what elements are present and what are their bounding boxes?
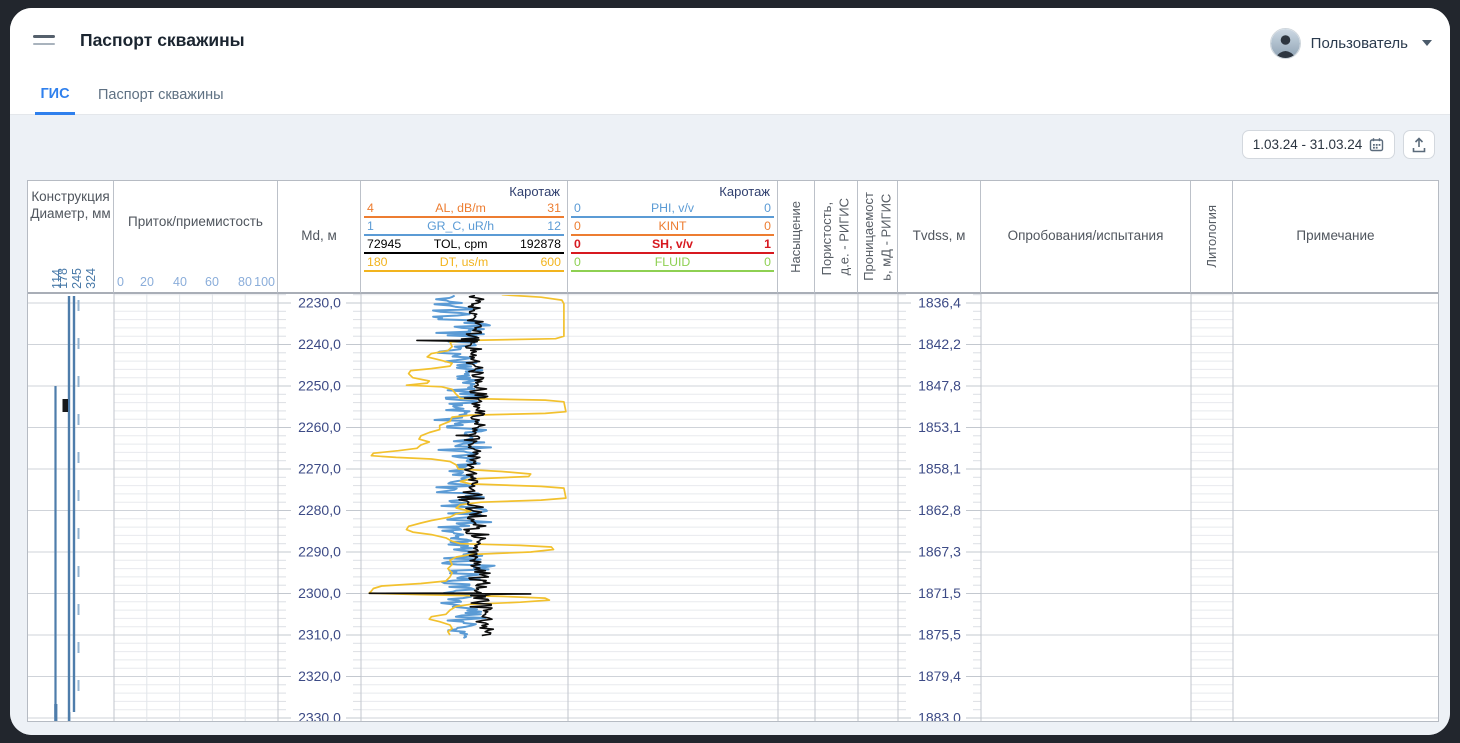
header-poristost-line2: д.е. - РИГИС bbox=[836, 198, 854, 275]
packer-marker bbox=[63, 399, 69, 412]
user-name: Пользователь bbox=[1311, 35, 1408, 52]
tvdss-depth-label: 1879,4 bbox=[918, 668, 961, 684]
header-log-track-1: Каротаж 4AL, dB/m31 1GR_C, uR/h12 72945T… bbox=[361, 181, 568, 294]
diameter-label: 324 bbox=[84, 268, 98, 289]
legend-row-sh: 0SH, v/v1 bbox=[571, 237, 774, 254]
tab-gis-label: ГИС bbox=[40, 86, 69, 102]
page-title: Паспорт скважины bbox=[80, 30, 245, 51]
date-range-picker[interactable]: 1.03.24 - 31.03.24 bbox=[1242, 130, 1395, 159]
date-range-value: 1.03.24 - 31.03.24 bbox=[1253, 137, 1363, 152]
menu-icon[interactable] bbox=[33, 35, 55, 49]
header-poristost: Пористость, д.е. - РИГИС bbox=[815, 181, 858, 294]
well-construction bbox=[54, 296, 78, 721]
header-oprobovaniya-title: Опробования/испытания bbox=[1008, 228, 1164, 245]
md-depth-label: 2250,0 bbox=[298, 378, 341, 394]
legend-row-tol: 72945TOL, cpm192878 bbox=[364, 237, 564, 254]
legend-row-grc: 1GR_C, uR/h12 bbox=[364, 219, 564, 236]
header-construction: Конструкция Диаметр, мм 114178245324 bbox=[28, 181, 114, 294]
content-area: 1.03.24 - 31.03.24 Конструкция Диаметр, … bbox=[10, 115, 1450, 735]
header-poristost-line1: Пористость, bbox=[818, 198, 836, 275]
legend-row-al: 4AL, dB/m31 bbox=[364, 201, 564, 218]
md-depth-label: 2270,0 bbox=[298, 461, 341, 477]
pritok-scale-label: 100 bbox=[254, 275, 275, 289]
header-nasyshchenie: Насыщение bbox=[778, 181, 815, 294]
header-tvdss: Tvdss, м bbox=[898, 181, 981, 294]
upload-icon bbox=[1411, 136, 1427, 154]
header-pritok: Приток/приемистость 0 20 40 60 80100 bbox=[114, 181, 278, 294]
pritok-scale-label: 40 bbox=[173, 275, 187, 289]
tvdss-depth-label: 1836,4 bbox=[918, 295, 961, 311]
avatar-photo bbox=[1271, 29, 1300, 58]
header-log-track-2: Каротаж 0PHI, v/v0 0KINT0 0SH, v/v1 0FLU… bbox=[568, 181, 778, 294]
md-depth-label: 2300,0 bbox=[298, 585, 341, 601]
menu-icon-line bbox=[33, 43, 55, 46]
tvdss-depth-label: 1867,3 bbox=[918, 544, 961, 560]
md-depth-label: 2310,0 bbox=[298, 627, 341, 643]
legend-row-fluid: 0FLUID0 bbox=[571, 255, 774, 272]
pritok-scale-label: 80 bbox=[238, 275, 252, 289]
calendar-icon bbox=[1369, 137, 1384, 152]
pritok-scale-label: 20 bbox=[140, 275, 154, 289]
app-card: Паспорт скважины Пользователь ГИС Паспор… bbox=[10, 8, 1450, 735]
md-depth-label: 2230,0 bbox=[298, 295, 341, 311]
tvdss-depth-label: 1883,0 bbox=[918, 710, 961, 722]
tvdss-depth-label: 1853,1 bbox=[918, 419, 961, 435]
top-bar: Паспорт скважины Пользователь bbox=[10, 8, 1450, 75]
tab-passport[interactable]: Паспорт скважины bbox=[98, 75, 224, 115]
avatar[interactable] bbox=[1270, 28, 1301, 59]
header-pritok-title: Приток/приемистость bbox=[128, 214, 263, 231]
header-tvdss-title: Tvdss, м bbox=[913, 228, 966, 245]
tvdss-depth-label: 1875,5 bbox=[918, 627, 961, 643]
header-pronitsaemost: Проницаемост ь, мД - РИГИС bbox=[858, 181, 898, 294]
md-depth-label: 2330,0 bbox=[298, 710, 341, 722]
log-track-2-title: Каротаж bbox=[568, 184, 777, 200]
tvdss-depth-label: 1858,1 bbox=[918, 461, 961, 477]
md-depth-label: 2260,0 bbox=[298, 419, 341, 435]
user-menu[interactable]: Пользователь bbox=[1270, 28, 1432, 58]
header-primechanie: Примечание bbox=[1233, 181, 1438, 294]
legend-row-kint: 0KINT0 bbox=[571, 219, 774, 236]
legend-row-dt: 180DT, us/m600 bbox=[364, 255, 564, 272]
well-log-table: Конструкция Диаметр, мм 114178245324 При… bbox=[27, 180, 1439, 722]
export-button[interactable] bbox=[1403, 130, 1435, 159]
pritok-scale-label: 60 bbox=[205, 275, 219, 289]
md-depth-label: 2280,0 bbox=[298, 502, 341, 518]
diameter-label: 178 bbox=[56, 268, 70, 289]
grid-lines bbox=[28, 294, 1438, 721]
log-body-plot: 2230,0 2240,0 2250,0 2260,0 2270,0 2280,0 2290… bbox=[28, 294, 1438, 721]
tab-bar: ГИС Паспорт скважины bbox=[10, 75, 1450, 115]
tvdss-depth-label: 1862,8 bbox=[918, 502, 961, 518]
header-litologiya-title: Литология bbox=[1203, 205, 1221, 268]
header-primechanie-title: Примечание bbox=[1296, 228, 1374, 245]
md-depth-label: 2290,0 bbox=[298, 544, 341, 560]
tvdss-depth-label: 1842,2 bbox=[918, 336, 961, 352]
track-borders bbox=[114, 294, 1233, 721]
tvdss-depth-label: 1871,5 bbox=[918, 585, 961, 601]
pritok-scale-label: 0 bbox=[117, 275, 124, 289]
header-construction-title: Конструкция Диаметр, мм bbox=[28, 181, 113, 223]
header-md: Md, м bbox=[278, 181, 361, 294]
header-litologiya: Литология bbox=[1191, 181, 1233, 294]
diameter-label: 245 bbox=[70, 268, 84, 289]
header-nasyshchenie-title: Насыщение bbox=[787, 201, 805, 273]
log-track-1-title: Каротаж bbox=[361, 184, 567, 200]
header-pronitsaemost-line1: Проницаемост bbox=[860, 192, 878, 281]
legend-row-phi: 0PHI, v/v0 bbox=[571, 201, 774, 218]
log-curves bbox=[369, 295, 566, 638]
header-md-title: Md, м bbox=[301, 228, 337, 245]
header-pronitsaemost-line2: ь, мД - РИГИС bbox=[878, 192, 896, 281]
md-depth-label: 2320,0 bbox=[298, 668, 341, 684]
md-depth-label: 2240,0 bbox=[298, 336, 341, 352]
tvdss-depth-label: 1847,8 bbox=[918, 378, 961, 394]
depth-labels: 2230,0 2240,0 2250,0 2260,0 2270,0 2280,0 2290… bbox=[298, 295, 961, 722]
menu-icon-line bbox=[33, 35, 55, 38]
chevron-down-icon[interactable] bbox=[1422, 40, 1432, 46]
tab-passport-label: Паспорт скважины bbox=[98, 87, 224, 103]
header-oprobovaniya: Опробования/испытания bbox=[981, 181, 1191, 294]
tab-gis[interactable]: ГИС bbox=[35, 75, 75, 115]
